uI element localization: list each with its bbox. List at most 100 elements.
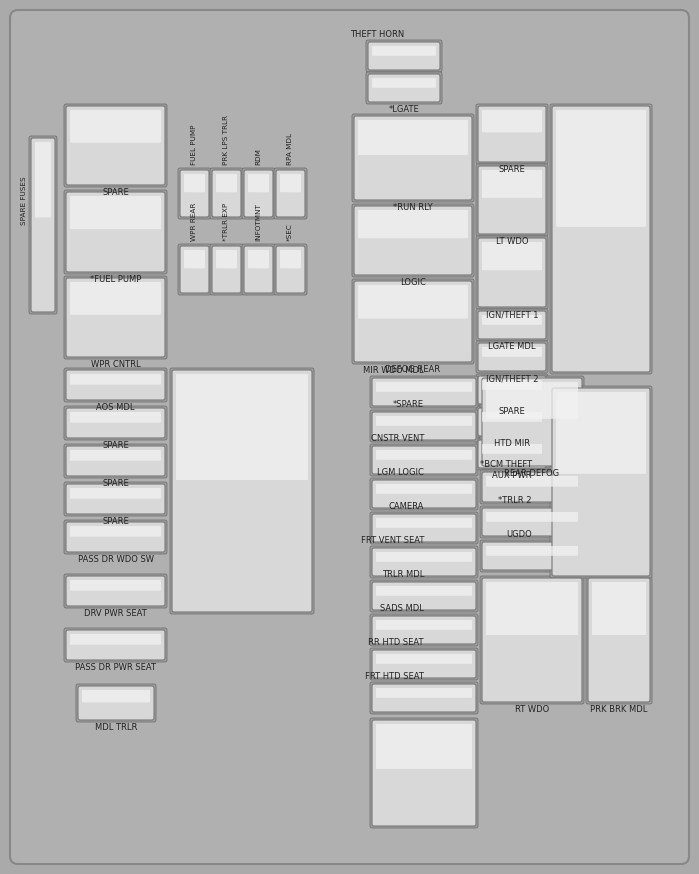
Text: *SEC: *SEC <box>287 223 293 241</box>
FancyBboxPatch shape <box>372 548 476 576</box>
Text: PASS DR PWR SEAT: PASS DR PWR SEAT <box>75 663 156 672</box>
FancyBboxPatch shape <box>370 682 478 714</box>
FancyBboxPatch shape <box>358 210 468 239</box>
FancyBboxPatch shape <box>370 580 478 612</box>
FancyBboxPatch shape <box>372 480 476 508</box>
FancyBboxPatch shape <box>482 170 542 198</box>
FancyBboxPatch shape <box>370 376 478 408</box>
FancyBboxPatch shape <box>476 164 548 236</box>
FancyBboxPatch shape <box>178 244 211 295</box>
FancyBboxPatch shape <box>180 170 209 217</box>
FancyBboxPatch shape <box>376 552 472 562</box>
FancyBboxPatch shape <box>370 478 478 510</box>
Text: TRLR MDL: TRLR MDL <box>382 570 424 579</box>
FancyBboxPatch shape <box>354 281 472 362</box>
FancyBboxPatch shape <box>64 276 167 359</box>
FancyBboxPatch shape <box>66 522 165 552</box>
FancyBboxPatch shape <box>70 580 161 591</box>
FancyBboxPatch shape <box>352 279 474 364</box>
FancyBboxPatch shape <box>372 446 476 474</box>
FancyBboxPatch shape <box>480 576 584 704</box>
FancyBboxPatch shape <box>370 512 478 544</box>
Text: LGATE MDL: LGATE MDL <box>488 342 535 351</box>
FancyBboxPatch shape <box>352 204 474 277</box>
Text: *FUEL PUMP: *FUEL PUMP <box>89 275 141 284</box>
FancyBboxPatch shape <box>64 190 167 274</box>
FancyBboxPatch shape <box>592 582 646 635</box>
FancyBboxPatch shape <box>478 376 546 404</box>
FancyBboxPatch shape <box>586 576 652 704</box>
FancyBboxPatch shape <box>372 46 436 56</box>
Text: SPARE: SPARE <box>102 441 129 450</box>
FancyBboxPatch shape <box>486 382 578 419</box>
Text: SPARE: SPARE <box>102 479 129 488</box>
Text: SPARE FUSES: SPARE FUSES <box>21 177 27 225</box>
FancyBboxPatch shape <box>372 378 476 406</box>
FancyBboxPatch shape <box>478 106 546 162</box>
Text: PRK BRK MDL: PRK BRK MDL <box>591 705 648 714</box>
FancyBboxPatch shape <box>372 616 476 644</box>
FancyBboxPatch shape <box>372 684 476 712</box>
FancyBboxPatch shape <box>244 246 273 293</box>
FancyBboxPatch shape <box>70 634 161 645</box>
Text: UGDO: UGDO <box>506 530 532 539</box>
FancyBboxPatch shape <box>482 347 542 357</box>
Text: LGM LOGIC: LGM LOGIC <box>377 468 424 477</box>
FancyBboxPatch shape <box>358 285 468 319</box>
FancyBboxPatch shape <box>376 450 472 460</box>
FancyBboxPatch shape <box>482 110 542 132</box>
Text: THEFT HORN: THEFT HORN <box>350 30 404 39</box>
FancyBboxPatch shape <box>64 406 167 440</box>
FancyBboxPatch shape <box>478 440 546 468</box>
FancyBboxPatch shape <box>82 690 150 703</box>
FancyBboxPatch shape <box>358 120 468 155</box>
Text: FUEL PUMP: FUEL PUMP <box>191 124 197 165</box>
FancyBboxPatch shape <box>180 246 209 293</box>
FancyBboxPatch shape <box>70 374 161 385</box>
FancyBboxPatch shape <box>66 408 165 438</box>
Text: RR HTD SEAT: RR HTD SEAT <box>368 638 424 647</box>
FancyBboxPatch shape <box>476 406 548 438</box>
FancyBboxPatch shape <box>372 412 476 440</box>
FancyBboxPatch shape <box>70 110 161 142</box>
FancyBboxPatch shape <box>486 582 578 635</box>
Text: WPR REAR: WPR REAR <box>191 203 197 241</box>
FancyBboxPatch shape <box>70 450 161 461</box>
FancyBboxPatch shape <box>478 408 546 436</box>
Text: WPR CNTRL: WPR CNTRL <box>91 360 140 369</box>
FancyBboxPatch shape <box>274 168 307 219</box>
FancyBboxPatch shape <box>66 576 165 606</box>
FancyBboxPatch shape <box>482 315 542 325</box>
FancyBboxPatch shape <box>35 142 51 218</box>
FancyBboxPatch shape <box>66 630 165 660</box>
Text: LOGIC: LOGIC <box>400 278 426 287</box>
FancyBboxPatch shape <box>366 40 442 72</box>
FancyBboxPatch shape <box>550 386 652 578</box>
Text: *BCM THEFT: *BCM THEFT <box>480 460 532 469</box>
FancyBboxPatch shape <box>242 168 275 219</box>
FancyBboxPatch shape <box>376 586 472 596</box>
FancyBboxPatch shape <box>244 170 273 217</box>
FancyBboxPatch shape <box>478 166 546 234</box>
Text: SPARE: SPARE <box>498 165 526 174</box>
FancyBboxPatch shape <box>476 104 548 164</box>
FancyBboxPatch shape <box>552 106 650 372</box>
Text: LT WDO: LT WDO <box>496 237 528 246</box>
FancyBboxPatch shape <box>64 520 167 554</box>
FancyBboxPatch shape <box>482 508 582 536</box>
Text: RDM: RDM <box>255 148 261 165</box>
FancyBboxPatch shape <box>480 376 584 468</box>
Text: REAR DEFOG: REAR DEFOG <box>505 469 560 478</box>
Text: HTD MIR: HTD MIR <box>494 439 530 448</box>
FancyBboxPatch shape <box>354 116 472 200</box>
FancyBboxPatch shape <box>370 444 478 476</box>
FancyBboxPatch shape <box>70 196 161 229</box>
FancyBboxPatch shape <box>368 74 440 102</box>
Text: *TRLR 2: *TRLR 2 <box>498 496 532 505</box>
FancyBboxPatch shape <box>64 444 167 478</box>
FancyBboxPatch shape <box>276 170 305 217</box>
FancyBboxPatch shape <box>370 614 478 646</box>
Text: RPA MDL: RPA MDL <box>287 133 293 165</box>
Text: *SPARE: *SPARE <box>393 400 424 409</box>
FancyBboxPatch shape <box>242 244 275 295</box>
